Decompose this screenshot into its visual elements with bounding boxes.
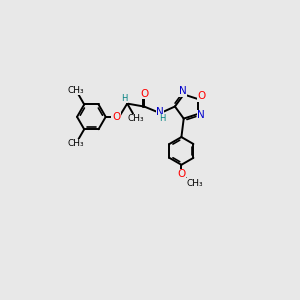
- Text: O: O: [177, 169, 185, 179]
- Text: N: N: [197, 110, 205, 120]
- Text: N: N: [156, 107, 164, 117]
- Text: O: O: [197, 91, 205, 101]
- Text: O: O: [112, 112, 120, 122]
- Text: CH₃: CH₃: [128, 114, 144, 123]
- Text: H: H: [159, 114, 165, 123]
- Text: CH₃: CH₃: [187, 179, 203, 188]
- Text: O: O: [140, 89, 148, 99]
- Text: CH₃: CH₃: [68, 139, 84, 148]
- Text: CH₃: CH₃: [68, 85, 84, 94]
- Text: H: H: [121, 94, 128, 103]
- Text: N: N: [179, 86, 186, 96]
